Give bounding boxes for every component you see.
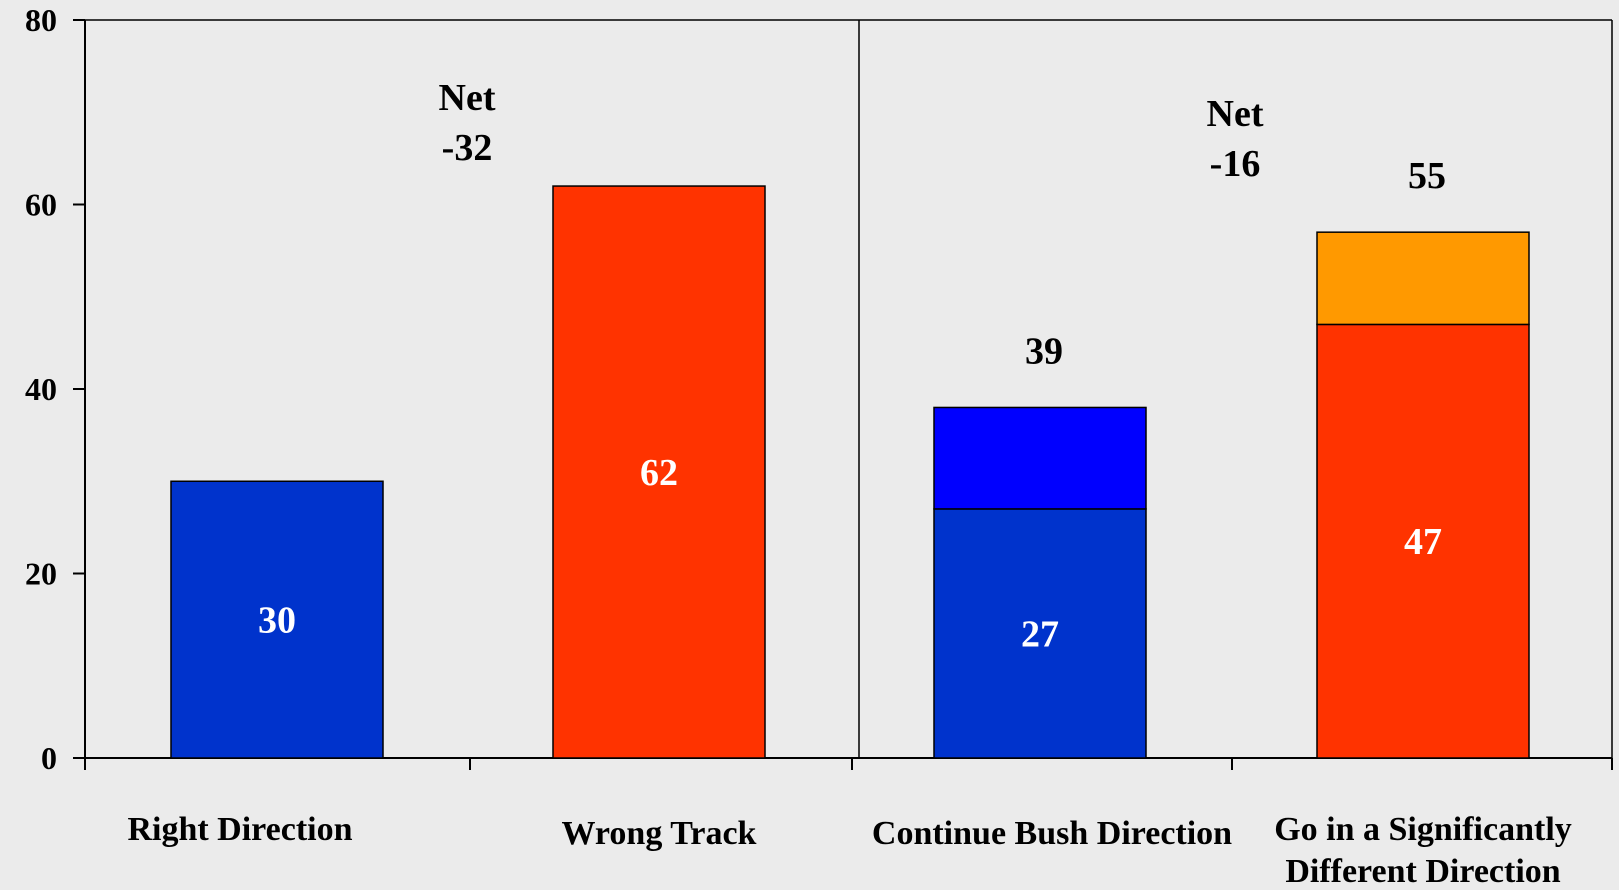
labels: 30 Right Direction 62 Wrong Track 27 39 Contin… — [127, 77, 1571, 890]
bar-segment — [170, 480, 384, 759]
category-label: Continue Bush Direction — [872, 815, 1232, 852]
y-tick-label: 80 — [25, 2, 57, 38]
net-annotation: -16 — [1210, 143, 1261, 185]
y-tick-label: 60 — [25, 187, 57, 223]
bars — [170, 185, 1530, 759]
bar-value-label: 27 — [1021, 613, 1059, 655]
net-annotation: -32 — [442, 127, 493, 169]
category-label: Go in a Significantly — [1274, 811, 1572, 848]
y-tick-label: 40 — [25, 371, 57, 407]
bar-segment — [1316, 323, 1530, 759]
net-annotation: Net — [439, 77, 496, 119]
bar-total-label: 55 — [1408, 155, 1446, 197]
net-annotation: Net — [1207, 93, 1264, 135]
category-label: Right Direction — [127, 811, 352, 848]
bar-segment — [552, 185, 766, 759]
bar-value-label: 47 — [1404, 521, 1442, 563]
y-tick-label: 0 — [41, 740, 57, 776]
bar-value-label: 62 — [640, 452, 678, 494]
bar-segment — [1316, 231, 1530, 326]
bar-value-label: 30 — [258, 600, 296, 642]
y-tick-label: 20 — [25, 556, 57, 592]
bar-segment — [933, 406, 1147, 510]
bar-segment — [933, 508, 1147, 759]
bar-total-label: 39 — [1025, 330, 1063, 372]
category-label: Wrong Track — [562, 815, 757, 852]
category-label: Different Direction — [1285, 853, 1560, 890]
